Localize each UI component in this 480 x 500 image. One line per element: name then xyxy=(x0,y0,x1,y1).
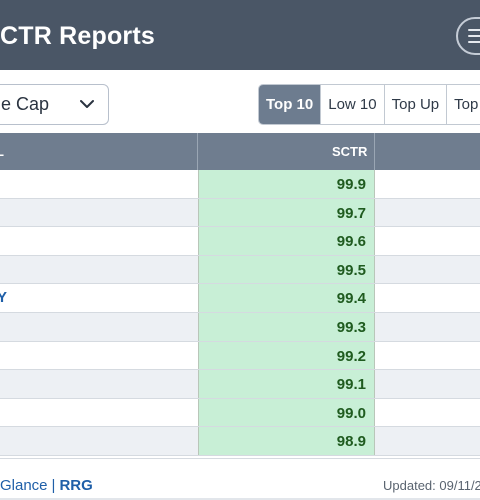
sctr-cell: 99.2 xyxy=(198,341,375,370)
tab-low-10[interactable]: Low 10 xyxy=(321,85,385,124)
sctr-cell: 98.9 xyxy=(198,427,375,455)
table-header: L SCTR xyxy=(0,133,480,170)
menu-bar xyxy=(468,35,480,37)
at-a-glance-link[interactable]: Glance xyxy=(0,477,48,494)
market-cap-select[interactable]: e Cap xyxy=(0,84,109,125)
table-row[interactable]: 99.3 xyxy=(0,312,480,342)
sctr-value: 99.9 xyxy=(336,176,366,193)
page-title: CTR Reports xyxy=(0,22,155,50)
page-header: CTR Reports xyxy=(0,0,480,70)
table-row[interactable]: 99.6 xyxy=(0,227,480,256)
table-row[interactable]: 99.9 xyxy=(0,170,480,199)
column-header-symbol[interactable]: L xyxy=(0,133,4,170)
sctr-cell: 99.3 xyxy=(198,312,375,341)
sctr-cell: 99.9 xyxy=(198,170,375,198)
table-row[interactable]: 99.0 xyxy=(0,398,480,428)
table-row[interactable]: Y 99.4 xyxy=(0,284,480,313)
menu-bar xyxy=(468,41,480,43)
table-row[interactable]: 99.1 xyxy=(0,370,480,399)
sctr-value: 99.5 xyxy=(336,261,366,279)
report-tabs: Top 10 Low 10 Top Up Top xyxy=(258,84,480,125)
sctr-value: 99.1 xyxy=(336,376,366,394)
sctr-value: 99.4 xyxy=(336,290,366,308)
column-divider xyxy=(374,133,375,170)
table-row[interactable]: 99.2 xyxy=(0,341,480,371)
tab-top-down[interactable]: Top xyxy=(447,85,480,124)
sctr-cell: 99.6 xyxy=(198,227,375,255)
table-row[interactable]: 99.5 xyxy=(0,255,480,285)
footer-links: Glance | RRG xyxy=(0,477,93,494)
sctr-value: 99.2 xyxy=(336,347,366,365)
table-row[interactable]: 99.7 xyxy=(0,198,480,228)
sctr-value: 99.3 xyxy=(336,318,366,336)
updated-timestamp: Updated: 09/11/2 xyxy=(383,478,480,493)
market-cap-select-value: e Cap xyxy=(1,94,50,114)
bottom-divider xyxy=(0,498,480,500)
sctr-value: 99.0 xyxy=(336,404,366,422)
menu-bar xyxy=(468,29,480,31)
table-row[interactable]: 98.9 xyxy=(0,427,480,456)
symbol-cell[interactable]: Y xyxy=(0,289,8,307)
chevron-down-icon xyxy=(80,100,94,108)
sctr-cell: 99.4 xyxy=(198,284,375,312)
footer-divider xyxy=(0,458,480,459)
sctr-value: 99.7 xyxy=(336,204,366,222)
tab-top-up[interactable]: Top Up xyxy=(384,85,448,124)
sctr-cell: 99.1 xyxy=(198,370,375,398)
sctr-value: 99.6 xyxy=(336,233,366,251)
tab-top-10[interactable]: Top 10 xyxy=(259,85,322,124)
sctr-value: 98.9 xyxy=(336,433,366,451)
hamburger-menu-icon[interactable] xyxy=(456,17,480,55)
rrg-link[interactable]: RRG xyxy=(59,477,93,494)
sctr-cell: 99.5 xyxy=(198,255,375,284)
sctr-cell: 99.7 xyxy=(198,198,375,227)
footer-separator: | xyxy=(51,477,56,494)
column-header-sctr[interactable]: SCTR xyxy=(332,144,368,159)
sctr-table-body: 99.9 99.7 99.6 99.5 Y 99.4 99.3 99.2 99.… xyxy=(0,170,480,456)
sctr-cell: 99.0 xyxy=(198,398,375,427)
column-divider xyxy=(197,133,198,170)
